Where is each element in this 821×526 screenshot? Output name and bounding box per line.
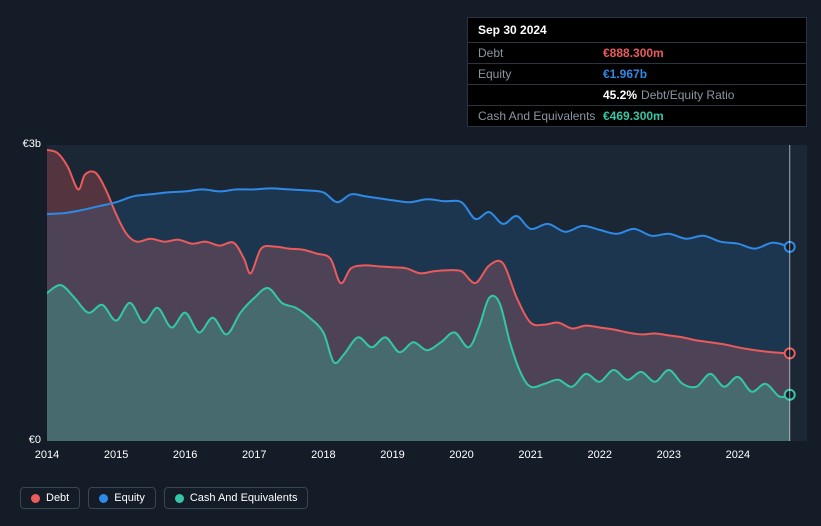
debt-equity-chart xyxy=(47,145,807,441)
chart-legend: Debt Equity Cash And Equivalents xyxy=(20,487,308,509)
legend-swatch-icon xyxy=(99,494,108,503)
tooltip-row: 45.2%Debt/Equity Ratio xyxy=(468,85,806,106)
tooltip-ratio: 45.2%Debt/Equity Ratio xyxy=(603,88,734,102)
legend-swatch-icon xyxy=(31,494,40,503)
legend-item-debt[interactable]: Debt xyxy=(20,487,80,509)
tooltip-label: Cash And Equivalents xyxy=(478,109,603,123)
chart-tooltip: Sep 30 2024 Debt€888.300mEquity€1.967b45… xyxy=(467,17,807,127)
legend-label: Equity xyxy=(114,492,145,504)
x-tick-label: 2014 xyxy=(35,449,59,461)
tooltip-row: Debt€888.300m xyxy=(468,43,806,64)
legend-label: Debt xyxy=(46,492,69,504)
x-tick-label: 2015 xyxy=(104,449,128,461)
tooltip-row: Cash And Equivalents€469.300m xyxy=(468,106,806,126)
tooltip-row: Equity€1.967b xyxy=(468,64,806,85)
x-tick-label: 2023 xyxy=(657,449,681,461)
x-tick-label: 2024 xyxy=(726,449,750,461)
x-tick-label: 2018 xyxy=(311,449,335,461)
tooltip-label: Debt xyxy=(478,46,603,60)
y-tick-label: €0 xyxy=(0,434,41,446)
legend-item-cash-and-equivalents[interactable]: Cash And Equivalents xyxy=(164,487,309,509)
x-tick-label: 2016 xyxy=(173,449,197,461)
tooltip-rows: Debt€888.300mEquity€1.967b45.2%Debt/Equi… xyxy=(468,43,806,126)
x-tick-label: 2022 xyxy=(587,449,611,461)
legend-label: Cash And Equivalents xyxy=(190,492,298,504)
legend-swatch-icon xyxy=(175,494,184,503)
legend-item-equity[interactable]: Equity xyxy=(88,487,156,509)
tooltip-label xyxy=(478,88,603,102)
x-tick-label: 2020 xyxy=(449,449,473,461)
x-tick-label: 2019 xyxy=(380,449,404,461)
tooltip-label: Equity xyxy=(478,67,603,81)
tooltip-value: €469.300m xyxy=(603,109,664,123)
x-tick-label: 2021 xyxy=(518,449,542,461)
tooltip-value: €1.967b xyxy=(603,67,647,81)
y-tick-label: €3b xyxy=(0,138,41,150)
tooltip-date: Sep 30 2024 xyxy=(468,18,806,43)
tooltip-value: €888.300m xyxy=(603,46,664,60)
x-tick-label: 2017 xyxy=(242,449,266,461)
